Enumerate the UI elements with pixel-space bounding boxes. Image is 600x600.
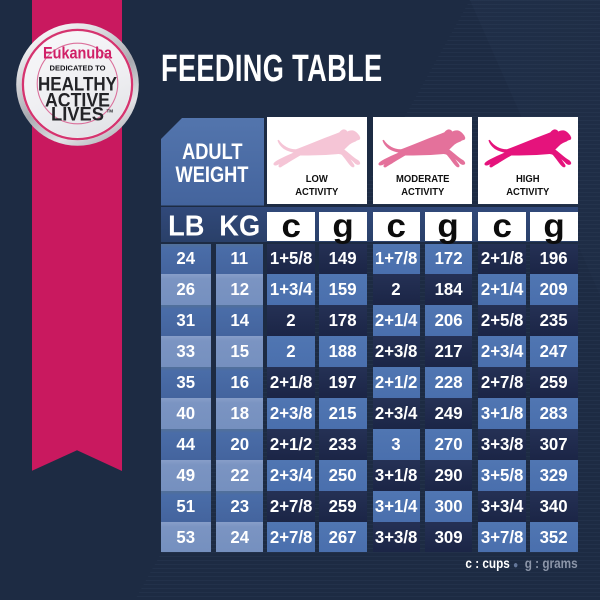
svg-text:HEALTHY: HEALTHY [38,73,117,95]
svg-text:DEDICATED TO: DEDICATED TO [50,63,106,72]
svg-text:LIVES: LIVES [51,103,104,125]
svg-text:TM: TM [107,108,114,113]
svg-text:ACTIVE: ACTIVE [45,89,110,111]
svg-text:Eukanuba: Eukanuba [43,44,113,62]
